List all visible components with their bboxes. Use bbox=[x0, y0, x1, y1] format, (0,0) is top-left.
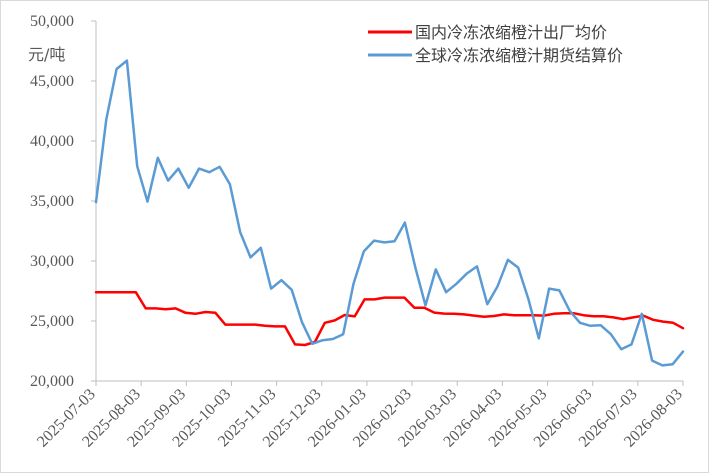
y-tick-label: 35,000 bbox=[30, 193, 74, 210]
axes bbox=[95, 21, 683, 382]
legend-label-domestic: 国内冷冻浓缩橙汁出厂均价 bbox=[415, 23, 607, 42]
legend-label-global: 全球冷冻浓缩橙汁期货结算价 bbox=[415, 46, 623, 65]
x-axis-ticks: 2025-07-032025-08-032025-09-032025-10-03… bbox=[34, 381, 686, 451]
series-line-domestic bbox=[94, 290, 685, 347]
y-tick-label: 40,000 bbox=[30, 133, 74, 150]
legend-item-domestic: 国内冷冻浓缩橙汁出厂均价 bbox=[368, 23, 607, 42]
y-axis-unit-label: 元/吨 bbox=[28, 45, 65, 64]
legend-item-global: 全球冷冻浓缩橙汁期货结算价 bbox=[368, 46, 623, 65]
series-lines bbox=[94, 59, 685, 367]
y-axis-ticks: 20,000 25,000 30,000 35,000 40,000 45,000 50,0… bbox=[30, 13, 96, 390]
legend: 国内冷冻浓缩橙汁出厂均价 全球冷冻浓缩橙汁期货结算价 bbox=[368, 23, 623, 65]
y-tick-label: 45,000 bbox=[30, 73, 74, 90]
y-tick-label: 25,000 bbox=[30, 313, 74, 330]
y-tick-label: 50,000 bbox=[30, 13, 74, 30]
y-tick-label: 20,000 bbox=[30, 373, 74, 390]
series-line-global bbox=[94, 59, 685, 367]
y-tick-label: 30,000 bbox=[30, 253, 74, 270]
